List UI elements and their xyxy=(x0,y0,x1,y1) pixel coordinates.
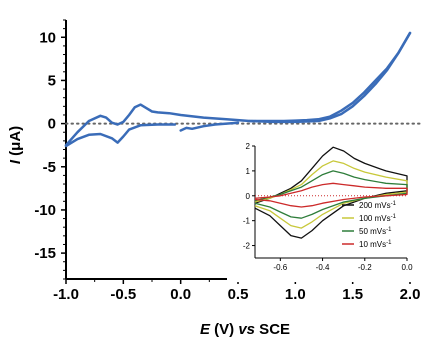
cv-trace-forward-scan xyxy=(64,31,412,147)
inset-series-10-line xyxy=(254,182,408,208)
cv-trace-cathodic-scan-b xyxy=(64,123,177,148)
inset-y-tick-label: 2 xyxy=(246,142,251,151)
x-axis-label-unit: (V) xyxy=(210,321,238,338)
legend-label: 100 mVs-1 xyxy=(359,214,397,223)
y-tick-label: -5 xyxy=(43,159,56,176)
y-tick-label: -10 xyxy=(34,202,56,219)
y-axis-label-unit: (μA) xyxy=(7,126,24,160)
y-tick-label: 0 xyxy=(48,116,56,133)
inset-series-50-line xyxy=(254,170,408,219)
x-axis-label-ref: SCE xyxy=(255,321,290,338)
x-axis-label-vs: vs xyxy=(238,321,255,338)
inset-x-tick-label: -0.6 xyxy=(273,263,287,272)
inset-plot: 2 1 0 -1 -2 -0.6 -0.4 -0.2 0.0 200 mVs-1 100 mVs-1… xyxy=(227,140,413,282)
x-tick-label: 2.0 xyxy=(400,286,421,303)
x-tick-label: 0.0 xyxy=(170,286,191,303)
inset-series-100-line xyxy=(254,160,408,229)
x-tick-label: 1.5 xyxy=(342,286,363,303)
legend-label-sup: -1 xyxy=(386,227,392,233)
x-tick-label: 1.0 xyxy=(285,286,306,303)
inset-y-tick-label: 1 xyxy=(246,167,251,176)
legend-label: 200 mVs-1 xyxy=(359,201,397,210)
y-tick-label: 10 xyxy=(39,29,56,46)
legend-label: 50 mVs-1 xyxy=(359,227,392,236)
x-axis-label: E (V) vs SCE xyxy=(200,321,290,338)
x-axis-label-var: E xyxy=(200,321,211,338)
legend-label-sup: -1 xyxy=(391,201,397,207)
inset-y-tick-label: -2 xyxy=(243,242,251,251)
inset-y-tick-label: -1 xyxy=(243,217,251,226)
cv-trace-reverse-scan xyxy=(248,31,412,123)
x-tick-label: -1.0 xyxy=(53,286,79,303)
y-tick-label: -15 xyxy=(34,245,56,262)
y-axis-label-var: I xyxy=(7,159,24,164)
y-tick-label: 5 xyxy=(48,72,56,89)
inset-x-tick-label: 0.0 xyxy=(401,263,413,272)
inset-series-200-line xyxy=(254,146,408,239)
legend-label: 10 mVs-1 xyxy=(359,240,392,249)
y-axis-label: I (μA) xyxy=(7,126,24,164)
x-tick-label: 0.5 xyxy=(228,286,249,303)
inset-x-tick-label: -0.2 xyxy=(358,263,372,272)
inset-y-tick-label: 0 xyxy=(246,192,251,201)
inset-x-tick-label: -0.4 xyxy=(316,263,330,272)
cv-trace-cathodic-scan-a xyxy=(179,121,240,132)
legend-label-sup: -1 xyxy=(391,214,397,220)
x-tick-label: -0.5 xyxy=(110,286,136,303)
legend-label-sup: -1 xyxy=(386,240,392,246)
